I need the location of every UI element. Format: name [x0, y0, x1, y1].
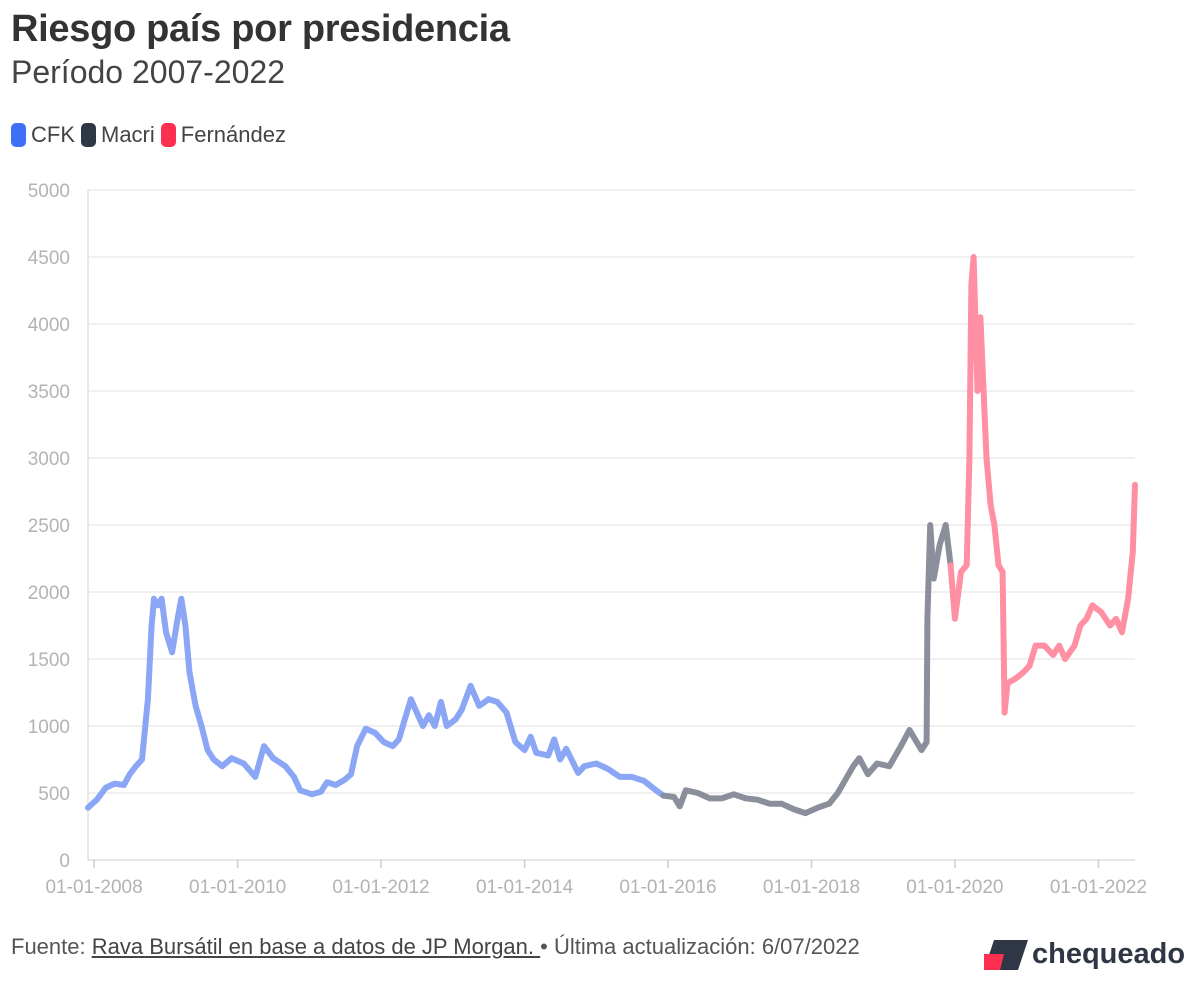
series-line-macri[interactable]	[660, 522, 954, 817]
x-tick-label: 01-01-2016	[619, 877, 716, 898]
y-tick-label: 2000	[28, 583, 70, 604]
x-tick-label: 01-01-2018	[763, 877, 860, 898]
y-tick-label: 4000	[28, 315, 70, 336]
page-title: Riesgo país por presidencia	[11, 8, 510, 50]
legend-item-macri[interactable]: Macri	[81, 122, 155, 148]
y-tick-label: 1000	[28, 717, 70, 738]
x-tick-label: 01-01-2010	[189, 877, 286, 898]
series-line-fernndez[interactable]	[947, 254, 1138, 716]
grid-lines	[87, 189, 1135, 861]
source-link[interactable]: Rava Bursátil en base a datos de JP Morg…	[91, 934, 541, 959]
x-tick-label: 01-01-2012	[332, 877, 429, 898]
x-axis: 01-01-2008 01-01-2010 01-01-2012 01-01-2014…	[45, 860, 1147, 898]
source-prefix: Fuente:	[11, 934, 92, 959]
y-tick-label: 500	[38, 784, 70, 805]
legend-label-macri: Macri	[101, 122, 155, 147]
legend-swatch-cfk	[11, 123, 26, 147]
y-tick-label: 1500	[28, 650, 70, 671]
x-tick-label: 01-01-2022	[1050, 877, 1147, 898]
x-tick-label: 01-01-2020	[906, 877, 1003, 898]
y-tick-label: 5000	[28, 181, 70, 202]
page-subtitle: Período 2007-2022	[11, 54, 285, 90]
y-axis-labels: 0 500 1000 1500 2000 2500 3000 3500 4000 4500 5000	[28, 181, 70, 872]
line-chart: 0 500 1000 1500 2000 2500 3000 3500 4000 4500 5000…	[28, 181, 1147, 898]
y-tick-label: 2500	[28, 516, 70, 537]
y-tick-label: 4500	[28, 248, 70, 269]
chequeado-logo-icon	[984, 939, 1028, 970]
legend-label-cfk: CFK	[31, 122, 75, 147]
source-separator: •	[540, 934, 548, 959]
source-note: Fuente: Rava Bursátil en base a datos de…	[11, 932, 971, 961]
x-tick-label: 01-01-2014	[476, 877, 574, 898]
series-lines	[85, 254, 1138, 817]
chequeado-logo-text: chequeado	[1032, 938, 1186, 970]
chequeado-logo[interactable]: chequeado	[984, 938, 1185, 971]
x-tick-label: 01-01-2008	[45, 877, 142, 898]
series-line-cfk[interactable]	[85, 595, 667, 811]
y-tick-label: 3500	[28, 382, 70, 403]
legend-swatch-fernandez	[160, 123, 176, 147]
last-updated: Última actualización: 6/07/2022	[547, 934, 860, 959]
legend-item-fernandez[interactable]: Fernández	[160, 122, 286, 148]
legend-swatch-macri	[81, 123, 96, 147]
legend-label-fernandez: Fernández	[180, 122, 286, 147]
y-tick-label: 3000	[28, 449, 70, 470]
legend-item-cfk[interactable]: CFK	[11, 122, 75, 148]
chart-legend: CFK Macri Fernández	[11, 122, 292, 148]
y-tick-label: 0	[59, 851, 70, 872]
